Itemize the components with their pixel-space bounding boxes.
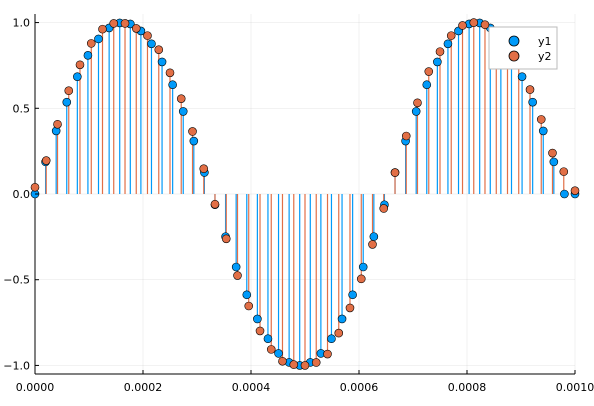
point-y2 (401, 131, 411, 141)
point-y2 (424, 67, 434, 76)
point-y2 (413, 98, 422, 108)
point-y2 (53, 119, 62, 129)
point-y2 (154, 45, 164, 55)
stems-layer (34, 22, 576, 366)
point-y1 (433, 57, 442, 67)
point-y1 (528, 97, 537, 107)
point-y2 (334, 328, 344, 338)
point-y1 (358, 262, 368, 272)
point-y1 (168, 80, 177, 90)
legend-box (488, 26, 558, 70)
point-y1 (369, 232, 379, 241)
x-tick-label: 0.0002 (124, 381, 163, 394)
point-y2 (41, 156, 51, 165)
point-y2 (300, 361, 310, 370)
x-tick-label: 0.0010 (556, 381, 594, 394)
point-y1 (62, 97, 72, 107)
point-y1 (94, 34, 103, 44)
point-y1 (327, 334, 336, 344)
point-y1 (549, 157, 559, 167)
y-axis-ticks: −1.0 −0.5 0.0 0.5 1.0 (3, 17, 39, 372)
point-y2 (458, 21, 467, 30)
point-y2 (131, 24, 141, 33)
point-y2 (311, 358, 321, 367)
point-y2 (266, 345, 276, 354)
point-y2 (143, 31, 152, 40)
x-tick-label: 0.0008 (448, 381, 487, 394)
point-y1 (411, 107, 421, 116)
point-y2 (368, 240, 377, 249)
point-y1 (189, 136, 199, 146)
point-y2 (525, 85, 535, 94)
point-y2 (548, 148, 557, 158)
point-y2 (323, 349, 332, 359)
x-tick-label: 0.0004 (232, 381, 271, 394)
y-tick-label: −0.5 (3, 274, 30, 287)
point-y2 (379, 204, 389, 213)
point-y2 (221, 234, 231, 244)
point-y1 (178, 107, 188, 116)
point-y2 (570, 186, 580, 195)
point-y2 (86, 39, 96, 48)
point-y1 (443, 39, 453, 49)
point-y1 (263, 334, 273, 344)
point-y1 (157, 57, 167, 67)
point-y2 (98, 24, 107, 34)
point-y2 (536, 115, 546, 124)
point-y1 (147, 39, 156, 49)
point-y2 (446, 31, 456, 40)
point-y2 (64, 86, 74, 96)
point-y2 (188, 127, 197, 136)
point-y2 (435, 47, 445, 56)
point-y1 (348, 290, 357, 300)
point-y2 (176, 94, 186, 103)
point-y1 (83, 51, 93, 60)
x-tick-label: 0.0006 (340, 381, 379, 394)
point-y1 (242, 290, 252, 300)
point-y2 (75, 60, 85, 70)
point-y2 (30, 182, 40, 192)
point-y2 (244, 301, 254, 311)
point-y2 (233, 271, 242, 280)
point-y2 (559, 167, 569, 176)
point-y1 (73, 72, 82, 81)
point-y2 (289, 360, 299, 369)
point-y1 (337, 314, 347, 324)
point-y2 (165, 68, 175, 78)
point-y1 (538, 126, 548, 136)
point-y2 (199, 164, 209, 173)
legend-label-y1: y1 (538, 35, 552, 48)
point-y1 (253, 314, 262, 324)
point-y2 (255, 326, 265, 336)
legend-marker-y2 (508, 50, 520, 62)
point-y2 (109, 19, 119, 28)
legend-label-y2: y2 (538, 50, 552, 63)
point-y1 (231, 262, 241, 272)
point-y2 (120, 19, 130, 28)
markers-layer (30, 18, 580, 370)
point-y2 (356, 274, 366, 284)
y-tick-label: 0.5 (13, 102, 31, 115)
y-tick-label: 0.0 (13, 188, 31, 201)
point-y2 (390, 168, 400, 177)
point-y2 (210, 199, 220, 209)
point-y1 (560, 189, 569, 199)
point-y2 (345, 303, 355, 313)
point-y1 (274, 349, 283, 358)
y-tick-label: 1.0 (13, 17, 31, 30)
point-y2 (469, 18, 479, 27)
y-tick-label: −1.0 (3, 359, 30, 372)
legend: y1 y2 (488, 26, 558, 70)
legend-marker-y1 (508, 35, 520, 47)
point-y1 (422, 80, 432, 90)
point-y2 (480, 20, 490, 29)
x-axis-ticks: 0.0000 0.0002 0.0004 0.0006 0.0008 0.0010 (16, 370, 594, 394)
point-y1 (517, 72, 527, 81)
point-y2 (278, 356, 287, 366)
x-tick-label: 0.0000 (16, 381, 55, 394)
